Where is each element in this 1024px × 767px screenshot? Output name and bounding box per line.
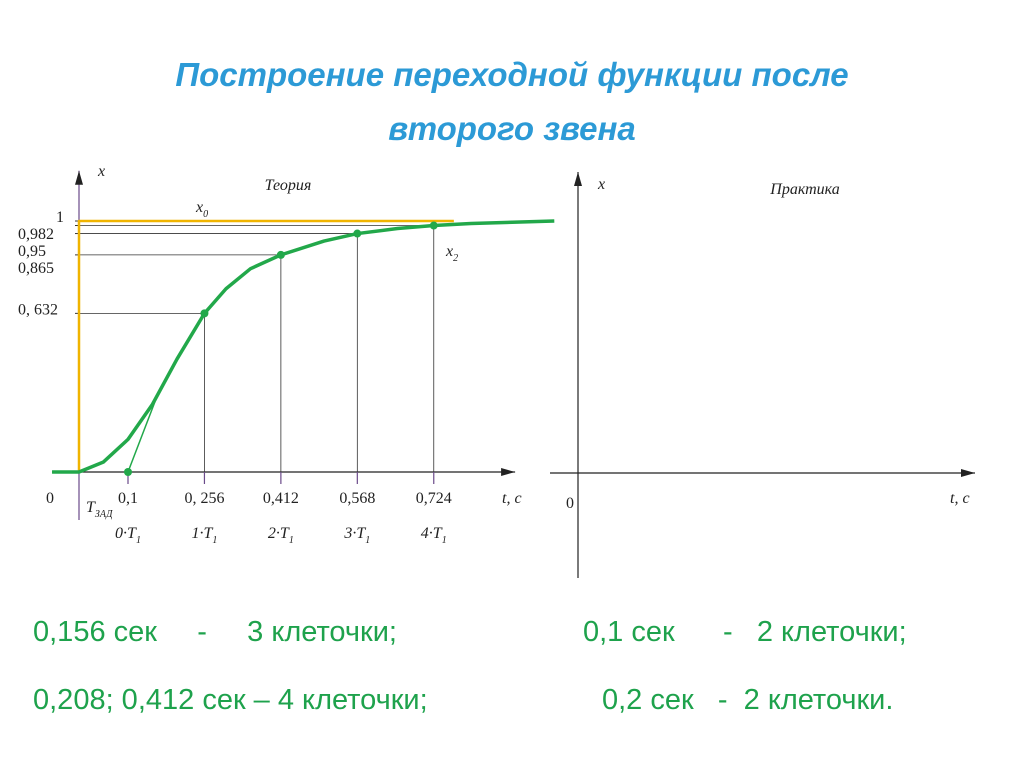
- x-axis-arrow: [501, 468, 516, 476]
- x-tick-label: 0, 256: [184, 490, 224, 507]
- delay-label: TЗАД: [86, 499, 113, 520]
- x-tick-label-2-sub: 1: [289, 535, 294, 546]
- note: 0,156 сек - 3 клеточки;: [33, 616, 397, 648]
- note: 0,2 сек - 2 клеточки.: [602, 684, 894, 716]
- series-label-base: x: [445, 243, 453, 260]
- x-tick-label-2-base: 0·T: [115, 525, 137, 542]
- x-tick-label-2: 4·T1: [421, 525, 447, 546]
- point: [200, 309, 209, 318]
- x-tick-label-2-sub: 1: [442, 535, 447, 546]
- x-tick-label: 0,568: [339, 490, 375, 507]
- x-tick-label-2: 0·T1: [115, 525, 141, 546]
- chart-title: Теория: [265, 177, 312, 194]
- x-tick-label: 0,412: [263, 490, 299, 507]
- x-tick-label-2-sub: 1: [136, 535, 141, 546]
- x-tick-label-2-base: 1·T: [191, 525, 213, 542]
- delay-label-sub: ЗАД: [95, 509, 113, 520]
- tangent-line: [127, 401, 156, 473]
- x-tick-label: 0,1: [118, 490, 138, 507]
- chart-title: Практика: [769, 181, 839, 198]
- x-tick-label: 0,724: [416, 490, 452, 507]
- x-tick-label-2: 3·T1: [343, 525, 370, 546]
- series-label: x2: [445, 243, 458, 264]
- y-axis-label: x: [597, 176, 605, 193]
- x-axis-label: t, c: [502, 490, 522, 507]
- x-tick-label-2: 2·T1: [268, 525, 294, 546]
- point: [276, 250, 285, 259]
- series-line: [52, 219, 555, 474]
- x-tick-label: 0: [46, 490, 54, 507]
- x-tick-label-2: 1·T1: [191, 525, 217, 546]
- y-tick-label: 0,982: [18, 226, 54, 243]
- series-label-sub: 0: [203, 209, 208, 220]
- origin-label: 0: [566, 495, 574, 512]
- x-tick-label-2-sub: 1: [365, 535, 370, 546]
- note: 0,208; 0,412 сек – 4 клеточки;: [33, 684, 428, 716]
- series-label-base: x: [195, 199, 203, 216]
- y-tick-label: 1: [56, 209, 64, 226]
- point: [429, 221, 438, 230]
- x-tick-label-2-sub: 1: [212, 535, 217, 546]
- y-tick-label: 0,865: [18, 260, 54, 277]
- x-tick-label-2-base: 2·T: [268, 525, 290, 542]
- y-tick-label: 0,95: [18, 243, 46, 260]
- series-label: x0: [195, 199, 208, 220]
- x-axis-arrow: [961, 469, 975, 477]
- x-axis-label: t, c: [950, 490, 970, 507]
- point: [124, 468, 132, 476]
- series-label-sub: 2: [453, 253, 458, 264]
- series-line: [77, 219, 454, 472]
- x-tick-label-2-base: 4·T: [421, 525, 443, 542]
- note: 0,1 сек - 2 клеточки;: [583, 616, 907, 648]
- y-axis-arrow: [574, 172, 582, 186]
- delay-label-base: T: [86, 499, 96, 516]
- x-tick-label-2-base: 3·T: [343, 525, 366, 542]
- point: [353, 229, 362, 238]
- slide-title: Построение переходной функции после втор…: [175, 56, 849, 147]
- y-axis-arrow: [75, 170, 83, 185]
- y-tick-label: 0, 632: [18, 301, 58, 318]
- y-axis-label: x: [97, 163, 105, 180]
